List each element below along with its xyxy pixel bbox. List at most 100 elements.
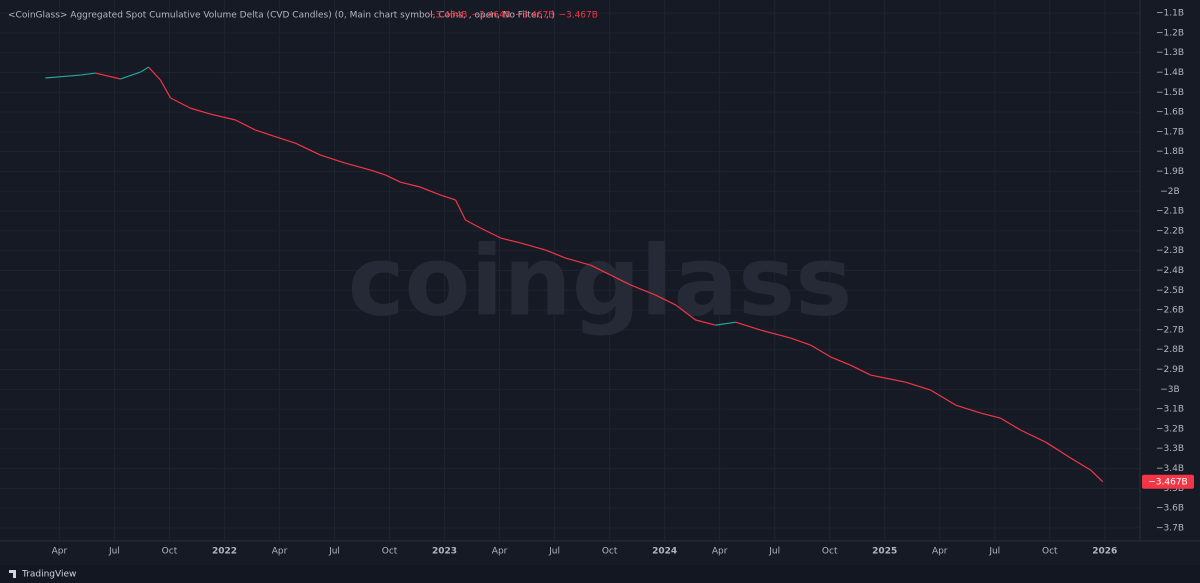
y-tick-label: −3.2B [1156,424,1184,434]
line-segment [715,321,736,326]
line-segment [400,181,421,188]
x-tick-label: Apr [52,547,68,557]
line-segment [655,294,676,306]
last-price-box [1142,474,1194,489]
line-segment [695,319,716,326]
line-segment [120,71,141,80]
y-tick-label: −2.8B [1156,345,1184,355]
x-tick-label: Jul [548,547,560,557]
line-segment [170,97,191,109]
y-tick-label: −1.7B [1156,127,1184,137]
line-segment [370,169,386,176]
ohlc-value: −3.464B [428,11,467,21]
line-segment [270,134,296,144]
y-tick-label: −1.3B [1156,48,1184,58]
y-tick-label: −2.4B [1156,266,1184,276]
line-segment [830,356,851,366]
x-tick-label: Jul [768,547,780,557]
line-segment [159,79,172,99]
line-segment [565,257,591,266]
line-segment [1000,417,1022,431]
line-segment [760,329,791,339]
ohlc-value: −3.467B [558,11,597,21]
line-segment [440,194,456,201]
line-segment [235,119,256,131]
line-segment [1070,457,1092,471]
line-segment [500,237,521,244]
line-segment [955,404,981,414]
line-segment [590,264,611,276]
line-segment [980,412,1001,419]
y-tick-label: −2.1B [1156,207,1184,217]
y-tick-label: −3.5B [1156,484,1184,494]
line-segment [790,337,811,346]
y-tick-label: −3.7B [1156,523,1184,533]
brand-logo [6,570,16,578]
ohlc-value: −3.464B [471,11,510,21]
line-segment [1090,469,1104,483]
line-segment [190,107,211,115]
y-tick-label: −1.6B [1156,108,1184,118]
y-tick-label: −3.3B [1156,444,1184,454]
indicator-title: <CoinGlass> Aggregated Spot Cumulative V… [8,11,555,21]
y-tick-label: −2.2B [1156,226,1184,236]
x-tick-label: Oct [382,547,398,557]
y-tick-label: −3.6B [1156,504,1184,514]
line-segment [210,113,236,121]
line-segment [1020,429,1047,443]
grid [0,0,1140,541]
line-segment [465,219,481,229]
line-segment [95,72,121,80]
watermark: coinglass [348,225,853,337]
x-tick-label: Oct [162,547,178,557]
line-segment [545,249,566,259]
y-tick-label: −2.7B [1156,325,1184,335]
line-segment [735,321,761,331]
line-segment [610,274,631,286]
line-segment [148,66,161,81]
line-segment [630,284,656,296]
line-segment [870,374,906,383]
ohlc-value: −3.467B [515,11,554,21]
line-segment [255,129,271,136]
line-segment [480,227,501,239]
x-tick-label: Apr [492,547,508,557]
line-segment [45,74,81,79]
x-tick-label: Apr [712,547,728,557]
y-tick-label: −1.2B [1156,28,1184,38]
line-segment [345,162,371,171]
x-tick-label: Oct [1042,547,1058,557]
x-tick-label: 2026 [1092,547,1117,557]
y-tick-label: −2.9B [1156,365,1184,375]
line-segment [455,199,467,221]
line-segment [930,389,957,406]
x-tick-label: 2024 [652,547,677,557]
line-segment [1045,441,1071,459]
x-tick-label: Oct [822,547,838,557]
x-tick-label: 2022 [212,547,237,557]
x-tick-label: Apr [272,547,288,557]
y-tick-label: −1.5B [1156,88,1184,98]
x-tick-label: Apr [932,547,948,557]
line-segment [420,186,441,196]
x-tick-label: 2023 [432,547,457,557]
x-tick-label: Jul [988,547,1000,557]
line-segment [80,72,96,76]
line-segment [520,242,546,251]
line-segment [140,66,149,73]
y-tick-label: −3.4B [1156,464,1184,474]
line-segment [295,142,321,156]
x-tick-label: Jul [108,547,120,557]
y-tick-label: −1.9B [1156,167,1184,177]
x-tick-label: Jul [328,547,340,557]
line-segment [675,304,697,321]
footer-bar [0,565,1200,583]
brand: TradingView [21,570,76,580]
y-tick-label: −2.3B [1156,246,1184,256]
last-price-label: −3.467B [1148,477,1187,487]
y-tick-label: −1.1B [1156,9,1184,19]
y-tick-label: −3B [1160,385,1179,395]
y-tick-label: −2.6B [1156,306,1184,316]
